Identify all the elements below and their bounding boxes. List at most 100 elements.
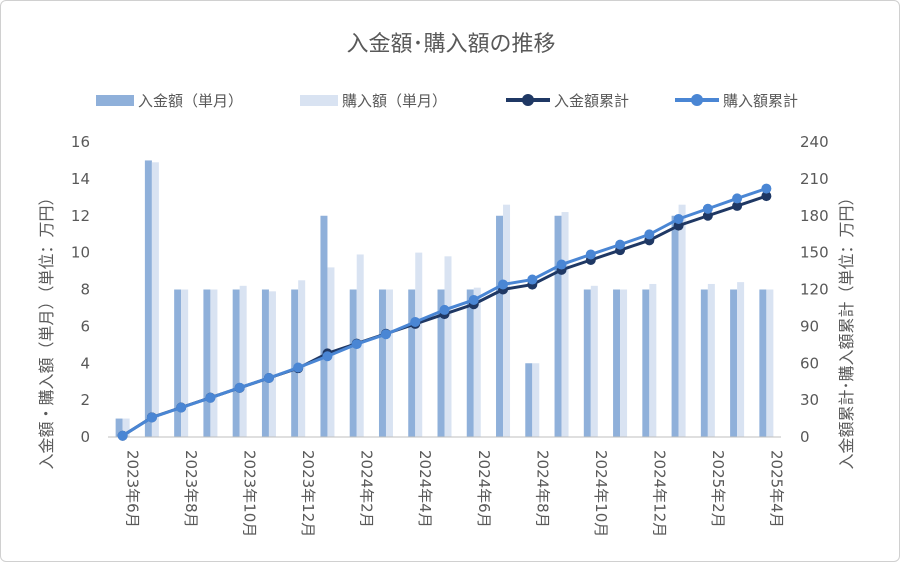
legend-label: 入金額累計	[554, 91, 630, 110]
bar-deposit	[349, 289, 357, 437]
bar-deposit	[583, 289, 591, 437]
y2-tick-label: 0	[800, 428, 810, 446]
point-purchase-cumulative	[702, 203, 713, 214]
y-tick-label: 0	[80, 428, 90, 446]
point-purchase-cumulative	[556, 259, 567, 270]
legend-swatch	[96, 94, 134, 106]
bar-purchase	[649, 283, 657, 437]
y-tick-label: 6	[80, 317, 90, 335]
point-purchase-cumulative	[527, 274, 538, 285]
y-tick-label: 8	[80, 281, 90, 299]
bar-deposit	[232, 289, 240, 437]
bar-purchase	[737, 282, 745, 437]
y-tick-label: 2	[80, 391, 90, 409]
bar-purchase	[151, 162, 159, 437]
legend-item-purchase-cumulative: 購入額累計	[675, 90, 798, 110]
bar-purchase	[473, 287, 481, 437]
point-purchase-cumulative	[439, 304, 450, 315]
bar-purchase	[707, 283, 715, 437]
x-tick-label: 2024年6月	[475, 450, 493, 528]
point-purchase-cumulative	[146, 412, 157, 423]
point-purchase-cumulative	[322, 351, 333, 362]
bar-purchase	[415, 252, 423, 437]
bar-deposit	[466, 289, 474, 437]
bar-purchase	[678, 204, 686, 437]
point-purchase-cumulative	[117, 430, 128, 441]
bar-purchase	[210, 289, 218, 437]
y-axis-title: 入金額・購入額（単月）（単位：万円）	[37, 189, 56, 469]
bar-deposit	[174, 289, 182, 437]
legend-item-deposit-monthly: 入金額（単月）	[96, 90, 243, 110]
x-tick-label: 2025年4月	[767, 450, 785, 528]
bar-purchase	[503, 204, 511, 437]
bar-deposit	[554, 215, 562, 437]
legend-label: 購入額累計	[723, 91, 799, 110]
y2-tick-label: 90	[800, 317, 819, 335]
y-tick-label: 16	[71, 133, 90, 151]
bar-deposit	[320, 215, 328, 437]
legend-label: 入金額（単月）	[138, 91, 244, 110]
point-purchase-cumulative	[585, 249, 596, 260]
point-purchase-cumulative	[205, 392, 216, 403]
bar-purchase	[239, 285, 247, 437]
bar-purchase	[561, 212, 569, 437]
x-tick-label: 2023年10月	[241, 450, 259, 537]
y2-tick-label: 180	[800, 207, 829, 225]
point-deposit-cumulative	[761, 191, 772, 202]
bar-deposit	[261, 289, 269, 437]
bar-deposit	[642, 289, 650, 437]
bar-deposit	[408, 289, 416, 437]
bar-deposit	[144, 160, 152, 437]
legend-swatch	[506, 93, 550, 107]
point-purchase-cumulative	[263, 373, 274, 383]
point-purchase-cumulative	[293, 362, 304, 373]
x-tick-label: 2024年8月	[533, 450, 551, 528]
bar-deposit	[378, 289, 386, 437]
y-tick-label: 12	[71, 207, 90, 225]
x-tick-label: 2025年2月	[709, 450, 727, 528]
bar-purchase	[766, 289, 774, 437]
legend-swatch	[300, 94, 338, 106]
point-purchase-cumulative	[176, 402, 187, 413]
y-tick-label: 4	[80, 354, 90, 372]
bar-purchase	[620, 289, 628, 437]
bar-deposit	[613, 289, 621, 437]
bar-purchase	[444, 256, 452, 437]
point-purchase-cumulative	[732, 193, 743, 204]
y2-tick-label: 240	[800, 133, 829, 151]
y2-tick-label: 120	[800, 281, 829, 299]
x-tick-label: 2024年12月	[650, 450, 668, 537]
y2-axis-title: 入金額累計･購入額累計（単位：万円）	[837, 189, 856, 469]
bar-deposit	[496, 215, 504, 437]
legend-item-deposit-cumulative: 入金額累計	[506, 90, 629, 110]
point-deposit-cumulative	[732, 200, 743, 211]
legend-label: 購入額（単月）	[342, 91, 448, 110]
point-deposit-cumulative	[702, 210, 713, 221]
bar-deposit	[291, 289, 299, 437]
point-purchase-cumulative	[498, 279, 509, 290]
bar-purchase	[268, 291, 276, 437]
point-purchase-cumulative	[410, 316, 421, 327]
bar-deposit	[115, 418, 123, 437]
y2-tick-label: 150	[800, 244, 829, 262]
bar-purchase	[298, 280, 306, 437]
x-tick-label: 2023年6月	[124, 450, 142, 528]
bar-deposit	[203, 289, 211, 437]
bar-purchase	[385, 289, 393, 437]
y2-tick-label: 30	[800, 391, 819, 409]
y-tick-label: 14	[71, 170, 90, 188]
y2-tick-label: 60	[800, 354, 819, 372]
bar-deposit	[759, 289, 767, 437]
point-purchase-cumulative	[761, 183, 772, 194]
x-tick-label: 2024年4月	[416, 450, 434, 528]
bar-deposit	[671, 215, 679, 437]
legend-swatch	[675, 93, 719, 107]
legend-item-purchase-monthly: 購入額（単月）	[300, 90, 447, 110]
x-tick-label: 2024年10月	[592, 450, 610, 537]
point-purchase-cumulative	[468, 294, 479, 305]
y-tick-label: 10	[71, 244, 90, 262]
x-tick-label: 2023年12月	[299, 450, 317, 537]
bar-deposit	[700, 289, 708, 437]
point-purchase-cumulative	[644, 229, 655, 240]
